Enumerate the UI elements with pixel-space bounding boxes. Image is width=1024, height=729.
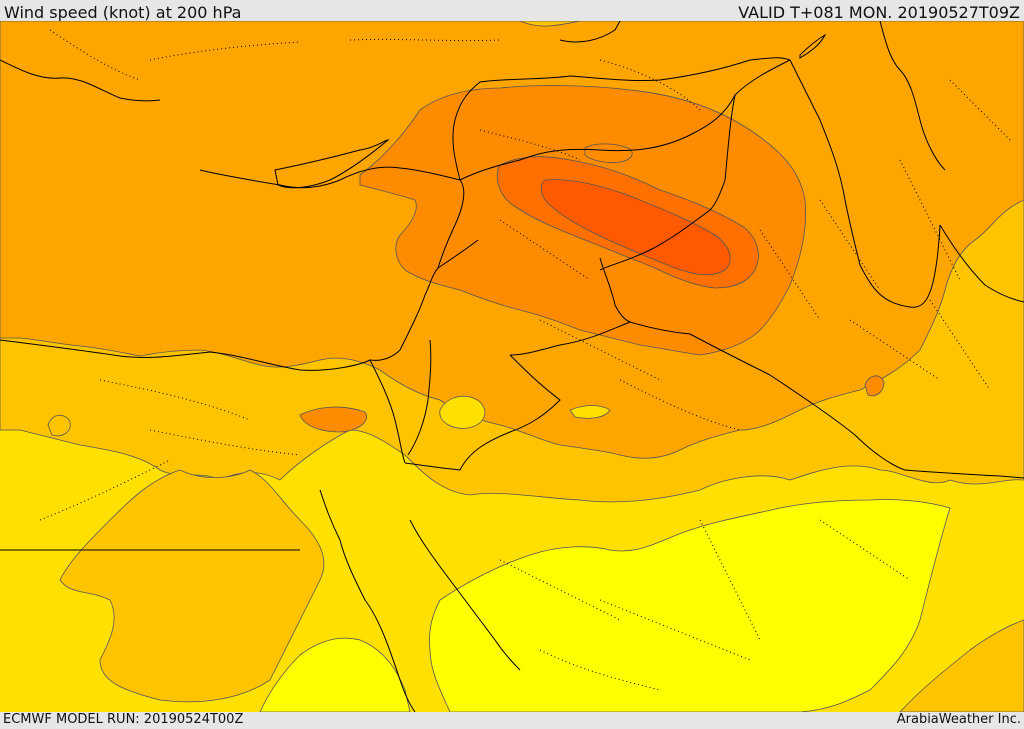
- field-pocket-4: [864, 375, 885, 397]
- field-pocket-3: [47, 414, 71, 437]
- credit-label: ArabiaWeather Inc.: [896, 712, 1021, 727]
- border-iran-iraq: [789, 59, 941, 308]
- field-band-core: [540, 179, 731, 276]
- field-cell-small: [584, 143, 633, 163]
- border-jordan-iraq: [629, 321, 771, 376]
- coastline-persian-gulf: [939, 224, 1024, 303]
- coastline-cyprus: [274, 139, 390, 189]
- map-title: Wind speed (knot) at 200 hPa: [4, 3, 242, 22]
- field-pocket-5: [299, 406, 367, 433]
- valid-time: VALID T+081 MON. 20190527T09Z: [738, 3, 1020, 22]
- border-iraq-saudi: [769, 374, 1024, 479]
- coastline-black-sea: [559, 21, 621, 43]
- border-iran-north: [879, 21, 946, 171]
- province-lines-egypt: [39, 379, 301, 521]
- field-band-yellow: [429, 499, 951, 712]
- coastline-red-sea-w: [339, 539, 416, 712]
- field-band-yellow-sw: [259, 637, 411, 712]
- border-syria-jordan: [509, 257, 632, 356]
- wind-speed-map: [0, 21, 1024, 712]
- coastline-gulf-suez: [319, 489, 341, 541]
- coastline-red-sea-e: [409, 519, 521, 671]
- border-turkey-syria: [459, 59, 791, 181]
- coastline-caspian: [799, 33, 827, 59]
- field-pocket-2: [569, 405, 611, 419]
- border-egypt-israel: [369, 359, 406, 464]
- province-lines-iran: [929, 79, 1011, 391]
- field-band-amber-se: [899, 619, 1024, 712]
- border-lebanon: [437, 239, 479, 269]
- border-syria-iraq: [599, 94, 736, 271]
- province-lines-saudi: [499, 519, 911, 691]
- border-jordan-saudi: [404, 354, 561, 471]
- border-turkey-north: [452, 57, 791, 181]
- field-pocket-1: [439, 395, 486, 429]
- border-israel-jordan: [407, 339, 432, 456]
- coastline-anatolia: [199, 166, 461, 189]
- province-lines-syria: [499, 219, 741, 431]
- model-run-label: ECMWF MODEL RUN: 20190524T00Z: [3, 712, 244, 727]
- field-band-amber-egypt: [59, 469, 325, 703]
- coastline-aegean: [0, 59, 161, 102]
